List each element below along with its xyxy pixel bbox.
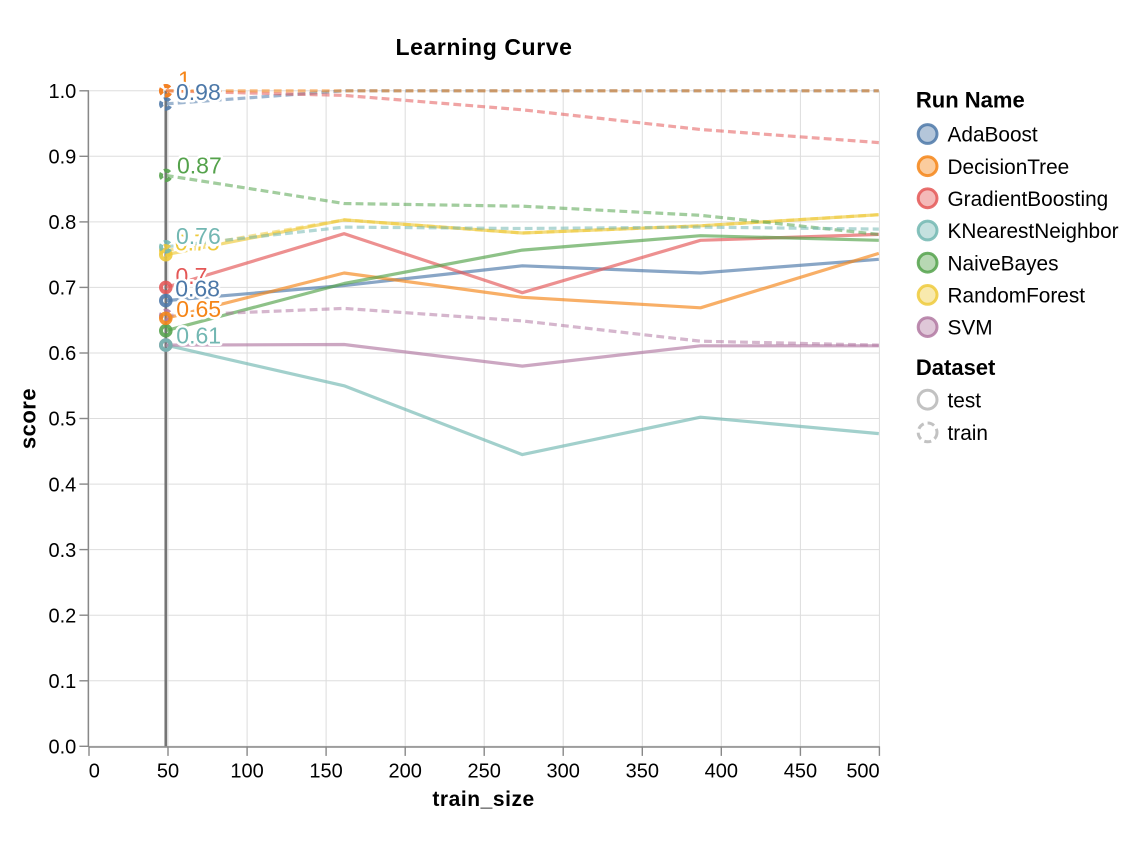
svg-text:AdaBoost: AdaBoost bbox=[948, 124, 1038, 147]
svg-text:300: 300 bbox=[547, 760, 580, 782]
svg-text:350: 350 bbox=[626, 760, 659, 782]
svg-text:0.2: 0.2 bbox=[48, 605, 76, 627]
svg-text:150: 150 bbox=[309, 760, 342, 782]
svg-text:0.8: 0.8 bbox=[48, 212, 76, 234]
svg-text:0.65: 0.65 bbox=[176, 296, 221, 322]
svg-text:0.87: 0.87 bbox=[177, 152, 222, 178]
svg-text:SVM: SVM bbox=[948, 317, 993, 340]
svg-text:0.75: 0.75 bbox=[175, 230, 220, 256]
svg-text:0.98: 0.98 bbox=[176, 79, 221, 105]
svg-text:0.61: 0.61 bbox=[176, 323, 221, 349]
svg-text:0.3: 0.3 bbox=[48, 540, 76, 562]
svg-text:1.0: 1.0 bbox=[48, 81, 76, 103]
svg-text:0.9: 0.9 bbox=[48, 147, 76, 169]
svg-text:500: 500 bbox=[846, 760, 879, 782]
svg-text:Dataset: Dataset bbox=[916, 355, 996, 380]
svg-text:1: 1 bbox=[178, 66, 191, 92]
svg-text:0.6: 0.6 bbox=[48, 343, 76, 365]
svg-text:RandomForest: RandomForest bbox=[948, 285, 1086, 308]
svg-text:0.5: 0.5 bbox=[48, 409, 76, 431]
svg-text:GradientBoosting: GradientBoosting bbox=[948, 188, 1109, 211]
svg-text:50: 50 bbox=[157, 760, 179, 782]
svg-text:100: 100 bbox=[230, 760, 263, 782]
svg-text:NaiveBayes: NaiveBayes bbox=[948, 252, 1059, 275]
svg-text:0.0: 0.0 bbox=[48, 737, 76, 759]
svg-text:200: 200 bbox=[389, 760, 422, 782]
svg-text:0.1: 0.1 bbox=[48, 671, 76, 693]
svg-text:train: train bbox=[948, 422, 988, 445]
svg-text:0.7: 0.7 bbox=[48, 278, 76, 300]
svg-text:250: 250 bbox=[468, 760, 501, 782]
svg-text:DecisionTree: DecisionTree bbox=[948, 156, 1070, 179]
svg-text:Run Name: Run Name bbox=[916, 88, 1025, 113]
svg-text:0.7: 0.7 bbox=[176, 263, 208, 289]
svg-text:450: 450 bbox=[784, 760, 817, 782]
svg-text:0.76: 0.76 bbox=[176, 223, 221, 249]
svg-text:0.68: 0.68 bbox=[175, 276, 220, 302]
svg-text:400: 400 bbox=[705, 760, 738, 782]
svg-text:0.4: 0.4 bbox=[48, 474, 76, 496]
svg-text:score: score bbox=[15, 388, 40, 449]
svg-text:Learning Curve: Learning Curve bbox=[395, 34, 572, 60]
svg-text:KNearestNeighbor: KNearestNeighbor bbox=[948, 220, 1119, 243]
svg-text:0: 0 bbox=[89, 760, 100, 782]
svg-text:test: test bbox=[948, 389, 982, 412]
svg-text:train_size: train_size bbox=[432, 788, 534, 811]
